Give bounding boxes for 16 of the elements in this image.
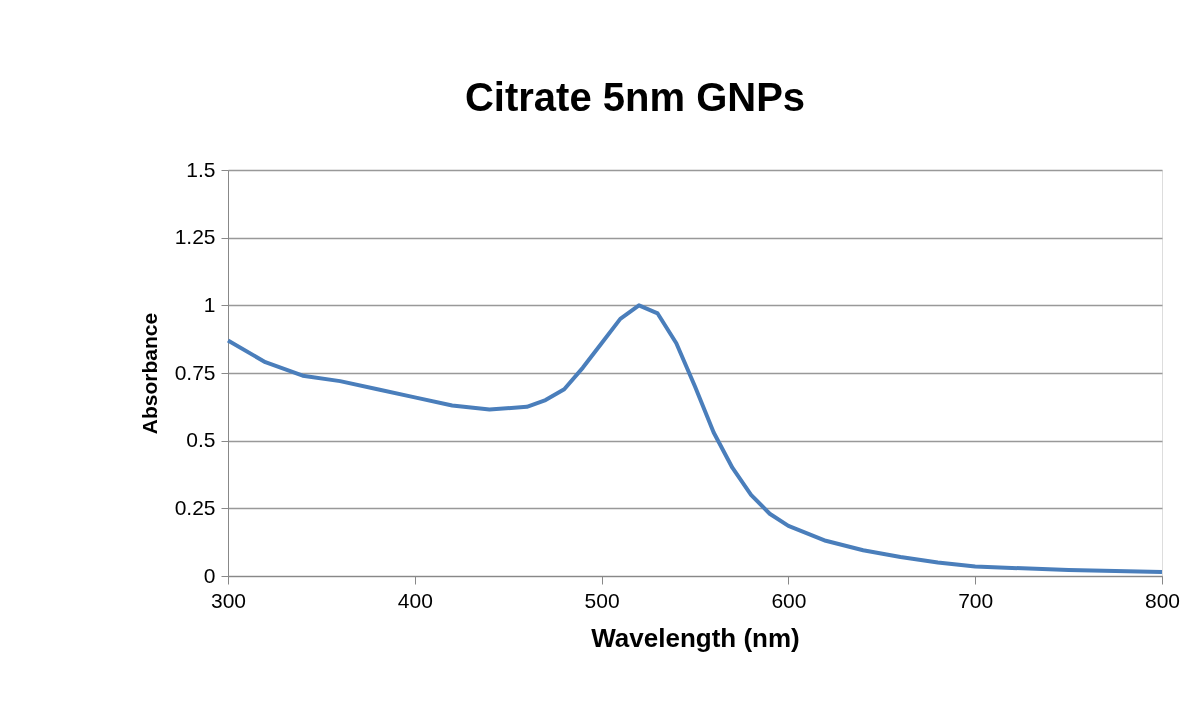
- x-tick-label: 800: [1144, 588, 1181, 612]
- y-tick-label: 0: [203, 563, 216, 587]
- y-tick-label: 1.25: [174, 225, 216, 249]
- y-tick-label: 1.5: [186, 157, 216, 181]
- y-tick-label: 0.25: [174, 495, 216, 519]
- y-tick-label: 0.75: [174, 360, 216, 384]
- x-tick-label: 500: [584, 588, 620, 612]
- x-tick-label: 400: [397, 588, 433, 612]
- x-tick-label: 300: [210, 588, 247, 612]
- chart-title: Citrate 5nm GNPs: [464, 75, 806, 119]
- x-tick-label: 700: [958, 588, 994, 612]
- y-tick-label: 1: [203, 292, 216, 316]
- x-tick-label: 600: [771, 588, 807, 612]
- y-tick-label: 0.5: [186, 428, 216, 452]
- x-axis-title: Wavelength (nm): [591, 622, 800, 653]
- y-axis-title: Absorbance: [137, 312, 161, 435]
